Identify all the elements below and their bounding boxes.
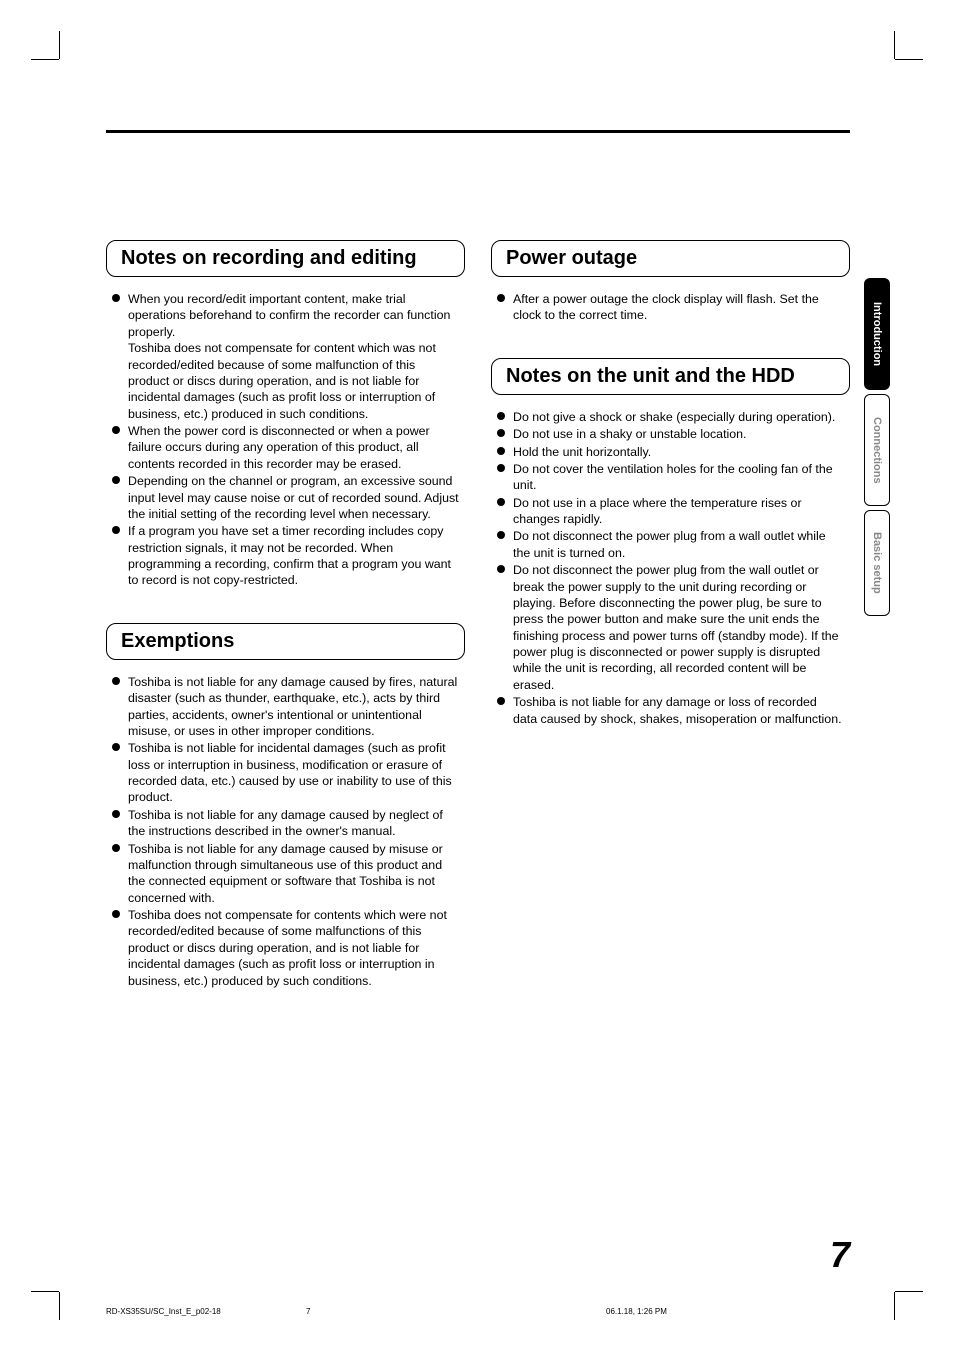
page-number: 7 [830,1234,850,1276]
list-item: When the power cord is disconnected or w… [112,423,459,472]
section-heading-exemptions: Exemptions [106,623,465,660]
bullet-list-hdd: Do not give a shock or shake (especially… [491,409,850,727]
tab-label: Introduction [871,302,883,366]
footer: RD-XS35SU/SC_Inst_E_p02-18 7 06.1.18, 1:… [106,1307,850,1316]
list-item: Toshiba is not liable for any damage cau… [112,807,459,840]
crop-mark [895,59,923,60]
list-item-text: When the power cord is disconnected or w… [128,424,430,471]
list-item: Do not disconnect the power plug from a … [497,528,844,561]
bullet-list-recording: When you record/edit important content, … [106,291,465,589]
list-item: Do not give a shock or shake (especially… [497,409,844,425]
tab-basic-setup[interactable]: Basic setup [864,510,890,616]
section-title: Notes on recording and editing [121,247,417,270]
list-item-text: Toshiba is not liable for incidental dam… [128,741,452,804]
list-item-cont: Toshiba does not compensate for content … [128,340,459,422]
list-item-text: Do not use in a shaky or unstable locati… [513,427,747,441]
tab-label: Basic setup [871,532,883,594]
list-item: When you record/edit important content, … [112,291,459,422]
list-item: Toshiba is not liable for any damage or … [497,694,844,727]
tab-introduction[interactable]: Introduction [864,278,890,390]
crop-mark [59,1292,60,1320]
section-heading-power: Power outage [491,240,850,277]
section-title: Power outage [506,247,637,270]
list-item-text: Toshiba is not liable for any damage cau… [128,675,457,738]
list-item-text: Toshiba is not liable for any damage cau… [128,808,443,838]
content-columns: Notes on recording and editing When you … [106,240,850,1023]
list-item-text: After a power outage the clock display w… [513,292,819,322]
list-item: Toshiba is not liable for any damage cau… [112,841,459,907]
list-item-text: Toshiba is not liable for any damage or … [513,695,842,725]
side-tabs: Introduction Connections Basic setup [864,278,894,620]
section-title: Notes on the unit and the HDD [506,365,795,388]
bullet-list-exemptions: Toshiba is not liable for any damage cau… [106,674,465,989]
crop-mark [59,31,60,59]
left-column: Notes on recording and editing When you … [106,240,465,1023]
right-column: Power outage After a power outage the cl… [491,240,850,1023]
list-item-text: Do not use in a place where the temperat… [513,496,802,526]
list-item: Do not cover the ventilation holes for t… [497,461,844,494]
list-item: Toshiba is not liable for any damage cau… [112,674,459,740]
list-item: Do not use in a shaky or unstable locati… [497,426,844,442]
header-rule [106,130,850,133]
list-item-text: When you record/edit important content, … [128,292,450,339]
crop-mark [894,31,895,59]
list-item-text: Do not disconnect the power plug from a … [513,529,826,559]
section-heading-hdd: Notes on the unit and the HDD [491,358,850,395]
crop-mark [895,1291,923,1292]
footer-right: 06.1.18, 1:26 PM [606,1307,850,1316]
crop-mark [31,59,59,60]
list-item-text: Hold the unit horizontally. [513,445,651,459]
list-item-text: Do not cover the ventilation holes for t… [513,462,833,492]
list-item: Do not disconnect the power plug from th… [497,562,844,693]
list-item: Toshiba does not compensate for contents… [112,907,459,989]
list-item-text: Toshiba does not compensate for contents… [128,908,447,988]
bullet-list-power: After a power outage the clock display w… [491,291,850,324]
list-item: Toshiba is not liable for incidental dam… [112,740,459,806]
manual-page: Notes on recording and editing When you … [0,0,954,1351]
tab-label: Connections [871,417,883,484]
list-item: If a program you have set a timer record… [112,523,459,589]
footer-left: RD-XS35SU/SC_Inst_E_p02-18 [106,1307,306,1316]
list-item: Do not use in a place where the temperat… [497,495,844,528]
list-item-text: Do not disconnect the power plug from th… [513,563,839,692]
tab-connections[interactable]: Connections [864,394,890,506]
list-item-text: Do not give a shock or shake (especially… [513,410,835,424]
section-heading-recording: Notes on recording and editing [106,240,465,277]
list-item-text: Depending on the channel or program, an … [128,474,459,521]
list-item-text: Toshiba is not liable for any damage cau… [128,842,443,905]
crop-mark [894,1292,895,1320]
footer-mid: 7 [306,1307,606,1316]
list-item-text: If a program you have set a timer record… [128,524,451,587]
list-item: Hold the unit horizontally. [497,444,844,460]
list-item: Depending on the channel or program, an … [112,473,459,522]
section-title: Exemptions [121,630,234,653]
list-item: After a power outage the clock display w… [497,291,844,324]
crop-mark [31,1291,59,1292]
